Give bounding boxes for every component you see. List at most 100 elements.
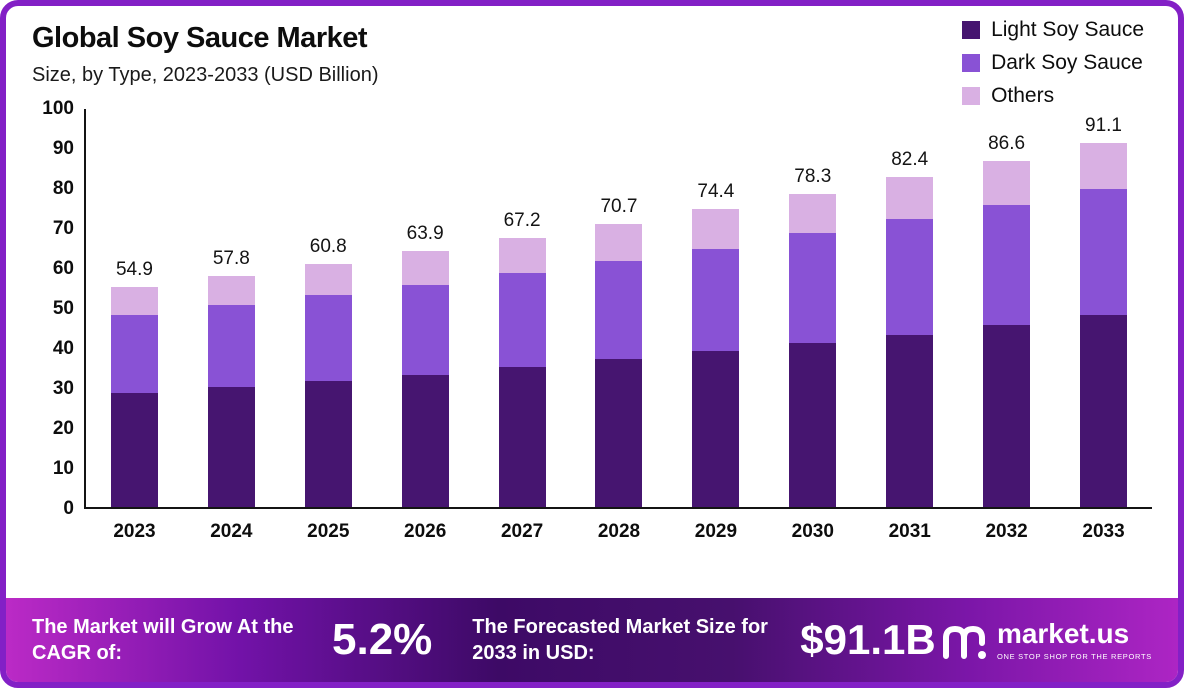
legend-label: Light Soy Sauce: [991, 18, 1144, 41]
legend-label: Others: [991, 84, 1055, 107]
bar-segment-others: [789, 193, 837, 233]
bar-segment-light-soy-sauce: [1080, 315, 1128, 507]
bar-segment-light-soy-sauce: [304, 381, 352, 507]
bar-group-2030: 78.3: [764, 109, 861, 507]
x-tick-label-2032: 2032: [985, 521, 1028, 542]
y-tick-label: 70: [52, 218, 74, 239]
y-tick-label: 20: [52, 418, 74, 439]
bar-segment-light-soy-sauce: [789, 343, 837, 507]
x-tick-label-2025: 2025: [307, 521, 350, 542]
bar-total-label: 70.7: [600, 196, 638, 218]
bar-segment-dark-soy-sauce: [498, 273, 546, 367]
bar-segment-others: [110, 287, 158, 315]
bar-group-2032: 86.6: [958, 109, 1055, 507]
plot-area: 54.9 57.8 60.8 63.9 67.2 70.7 74.4 78.3 82.4 86.6…: [84, 109, 1152, 509]
bar-stack: [1080, 142, 1128, 507]
y-tick-label: 60: [52, 258, 74, 279]
bar-stack: [304, 263, 352, 507]
y-tick-label: 30: [52, 378, 74, 399]
x-tick-label-2031: 2031: [888, 521, 931, 542]
bar-segment-light-soy-sauce: [595, 359, 643, 507]
bar-segment-dark-soy-sauce: [595, 261, 643, 359]
legend-label: Dark Soy Sauce: [991, 51, 1143, 74]
bar-segment-dark-soy-sauce: [1080, 189, 1128, 315]
bar-segment-dark-soy-sauce: [886, 219, 934, 335]
chart-section: Global Soy Sauce Market Size, by Type, 2…: [6, 6, 1178, 598]
bar-segment-others: [207, 275, 255, 305]
bar-segment-others: [983, 160, 1031, 205]
legend-swatch-dark-soy-sauce: [962, 54, 981, 72]
bar-segment-others: [1080, 142, 1128, 189]
bar-stack: [692, 209, 740, 507]
bar-segment-dark-soy-sauce: [207, 305, 255, 387]
bar-total-label: 57.8: [212, 247, 250, 269]
bar-group-2029: 74.4: [667, 109, 764, 507]
legend-swatch-light-soy-sauce: [962, 21, 981, 39]
bar-group-2024: 57.8: [183, 109, 280, 507]
bar-group-2028: 70.7: [571, 109, 668, 507]
bar-group-2033: 91.1: [1055, 109, 1152, 507]
bar-segment-others: [401, 251, 449, 285]
legend-item-others: Others: [962, 84, 1144, 108]
legend-item-dark-soy-sauce: Dark Soy Sauce: [962, 51, 1144, 75]
market-us-logo-icon: [942, 625, 986, 659]
chart-legend: Light Soy Sauce Dark Soy Sauce Others: [962, 18, 1144, 117]
bar-segment-others: [304, 263, 352, 295]
bar-group-2025: 60.8: [280, 109, 377, 507]
bar-total-label: 78.3: [794, 165, 832, 187]
bar-segment-others: [886, 177, 934, 219]
bar-group-2031: 82.4: [861, 109, 958, 507]
bar-stack: [595, 224, 643, 507]
y-tick-label: 80: [52, 178, 74, 199]
bar-segment-dark-soy-sauce: [401, 285, 449, 375]
bar-total-label: 54.9: [115, 259, 153, 281]
x-tick-label-2033: 2033: [1082, 521, 1125, 542]
bar-total-label: 63.9: [406, 223, 444, 245]
page-title: Global Soy Sauce Market: [32, 22, 368, 54]
bar-segment-light-soy-sauce: [401, 375, 449, 507]
bar-total-label: 91.1: [1085, 114, 1122, 136]
market-us-logo: market.us ONE STOP SHOP FOR THE REPORTS: [941, 619, 1152, 661]
bar-stack: [886, 177, 934, 507]
bar-total-label: 67.2: [503, 210, 541, 232]
y-tick-label: 50: [52, 298, 74, 319]
bar-stack: [498, 238, 546, 507]
bar-segment-light-soy-sauce: [498, 367, 546, 507]
y-tick-label: 0: [63, 498, 74, 519]
bar-stack: [110, 287, 158, 507]
bar-stack: [207, 275, 255, 507]
forecast-label: The Forecasted Market Size for 2033 in U…: [472, 616, 768, 664]
y-tick-label: 100: [42, 98, 74, 119]
bar-group-2023: 54.9: [86, 109, 183, 507]
x-axis-labels: 2023 2024 2025 2026 2027 2028 2029 2030 2031 2032…: [86, 521, 1152, 543]
bar-stack: [983, 160, 1031, 507]
x-tick-label-2029: 2029: [694, 521, 738, 542]
bottom-banner: The Market will Grow At the CAGR of: 5.2…: [6, 598, 1178, 682]
bar-segment-others: [595, 224, 643, 261]
bar-stack: [789, 193, 837, 507]
logo-name: market.us: [996, 617, 1130, 649]
bar-segment-dark-soy-sauce: [110, 315, 158, 393]
bar-total-label: 74.4: [697, 181, 735, 203]
cagr-value: 5.2%: [332, 615, 433, 664]
bar-segment-light-soy-sauce: [983, 325, 1031, 507]
y-tick-label: 40: [52, 338, 74, 359]
x-tick-label-2028: 2028: [597, 521, 641, 542]
bar-total-label: 82.4: [891, 149, 929, 171]
cagr-label: The Market will Grow At the CAGR of:: [32, 616, 294, 664]
bar-group-2027: 67.2: [474, 109, 571, 507]
logo-tagline: ONE STOP SHOP FOR THE REPORTS: [996, 651, 1152, 661]
bar-segment-light-soy-sauce: [886, 335, 934, 507]
x-tick-label-2030: 2030: [791, 521, 834, 542]
forecast-value: $91.1B: [800, 616, 936, 663]
bar-segment-light-soy-sauce: [110, 393, 158, 507]
y-axis-labels: 100 90 80 70 60 50 40 30 20 10 0: [32, 98, 84, 519]
legend-item-light-soy-sauce: Light Soy Sauce: [962, 18, 1144, 42]
x-tick-label-2027: 2027: [500, 521, 544, 542]
bar-total-label: 60.8: [309, 235, 347, 257]
logo-text-column: market.us ONE STOP SHOP FOR THE REPORTS: [996, 617, 1152, 661]
bar-total-label: 86.6: [988, 132, 1026, 154]
bar-segment-dark-soy-sauce: [692, 249, 740, 351]
bar-group-2026: 63.9: [377, 109, 474, 507]
bar-segment-light-soy-sauce: [207, 387, 255, 507]
